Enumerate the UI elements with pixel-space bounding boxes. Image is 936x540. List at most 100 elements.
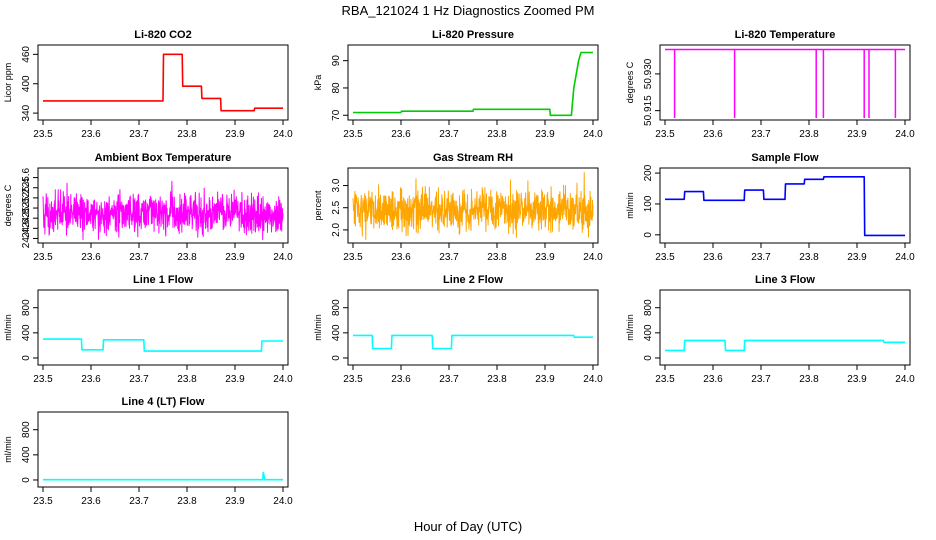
y-axis-label: degrees C: [625, 61, 635, 103]
x-tick-label: 23.8: [177, 374, 197, 385]
panel-title: Line 1 Flow: [133, 274, 193, 286]
series-line: [353, 334, 593, 350]
x-tick-label: 23.5: [655, 129, 675, 140]
panels-group: Li-820 CO2 23.5 23.6 23.7 23.8 23.9 24.0 340 400…: [3, 29, 915, 507]
y-tick-label: 0: [21, 355, 32, 361]
panel-title: Gas Stream RH: [433, 152, 513, 164]
y-tick-label: 800: [21, 299, 32, 316]
x-tick-label: 24.0: [273, 374, 293, 385]
plot-frame: [37, 411, 289, 488]
x-tick-label: 23.6: [703, 252, 723, 263]
x-tick-label: 23.6: [81, 496, 101, 507]
y-tick-label: 50.915: [643, 95, 654, 126]
plot-frame: [347, 289, 599, 366]
y-tick-label: 400: [21, 324, 32, 341]
x-tick-label: 23.6: [703, 129, 723, 140]
y-tick-label: 80: [331, 82, 342, 94]
x-tick-label: 23.8: [799, 252, 819, 263]
series-group: [665, 48, 905, 118]
y-axis-label: kPa: [313, 75, 323, 91]
plot-frame: [37, 289, 289, 366]
x-tick-label: 23.9: [225, 496, 245, 507]
x-tick-label: 23.9: [847, 252, 867, 263]
panel-10: Line 4 (LT) Flow 23.5 23.6 23.7 23.8 23.9 24.0…: [3, 396, 293, 507]
plot-frame: [659, 289, 911, 366]
x-tick-label: 23.6: [81, 252, 101, 263]
y-tick-label: 200: [643, 164, 654, 181]
y-tick-label: 24.6: [21, 218, 32, 238]
plot-frame: [347, 167, 599, 244]
y-axis-label: ml/min: [625, 314, 635, 341]
x-tick-label: 23.6: [81, 374, 101, 385]
x-tick-label: 23.6: [703, 374, 723, 385]
y-tick-label: 70: [331, 109, 342, 121]
panel-title: Line 3 Flow: [755, 274, 815, 286]
y-tick-label: 0: [643, 355, 654, 361]
x-tick-label: 23.6: [391, 374, 411, 385]
y-tick-label: 400: [643, 324, 654, 341]
x-tick-label: 23.7: [439, 374, 459, 385]
x-tick-label: 23.7: [751, 129, 771, 140]
y-tick-label: 800: [643, 299, 654, 316]
panel-3: Li-820 Temperature 23.5 23.6 23.7 23.8 23.9 24…: [625, 29, 915, 140]
y-tick-label: 100: [643, 195, 654, 212]
y-tick-label: 400: [21, 75, 32, 92]
y-axis-label: ml/min: [313, 314, 323, 341]
panel-title: Sample Flow: [751, 152, 819, 164]
x-tick-label: 23.8: [487, 374, 507, 385]
y-tick-label: 90: [331, 55, 342, 67]
panel-title: Line 4 (LT) Flow: [122, 396, 205, 408]
x-tick-label: 23.7: [439, 129, 459, 140]
x-tick-label: 24.0: [273, 129, 293, 140]
x-tick-label: 23.8: [799, 129, 819, 140]
panel-9: Line 3 Flow 23.5 23.6 23.7 23.8 23.9 24.0 0 400 8…: [625, 274, 915, 385]
x-tick-label: 23.5: [33, 129, 53, 140]
x-tick-label: 24.0: [583, 374, 603, 385]
panel-6: Sample Flow 23.5 23.6 23.7 23.8 23.9 24.0 0 100 2…: [625, 152, 915, 263]
y-axis-label: ml/min: [3, 436, 13, 463]
y-tick-label: 2.5: [331, 200, 342, 214]
y-tick-label: 340: [21, 104, 32, 121]
x-tick-label: 23.8: [799, 374, 819, 385]
y-tick-label: 24.4: [21, 228, 32, 248]
y-axis-label: degrees C: [3, 184, 13, 226]
plot-frame: [659, 167, 911, 244]
x-tick-label: 23.8: [177, 252, 197, 263]
y-tick-label: 0: [643, 232, 654, 238]
x-tick-label: 23.8: [177, 129, 197, 140]
y-tick-label: 800: [331, 299, 342, 316]
figure-x-axis-label: Hour of Day (UTC): [414, 519, 522, 534]
y-tick-label: 25.0: [21, 198, 32, 218]
x-tick-label: 23.5: [33, 374, 53, 385]
x-tick-label: 23.9: [535, 129, 555, 140]
y-tick-label: 25.4: [21, 178, 32, 198]
figure-title: RBA_121024 1 Hz Diagnostics Zoomed PM: [342, 3, 595, 18]
x-tick-label: 23.7: [129, 129, 149, 140]
panel-title: Line 2 Flow: [443, 274, 503, 286]
x-tick-label: 23.9: [225, 252, 245, 263]
y-tick-label: 0: [21, 477, 32, 483]
x-tick-label: 23.7: [751, 252, 771, 263]
plot-frame: [659, 44, 911, 121]
x-tick-label: 23.5: [33, 252, 53, 263]
panel-5: Gas Stream RH 23.5 23.6 23.7 23.8 23.9 24.0 2.0…: [313, 152, 603, 263]
series-line: [665, 176, 905, 237]
y-tick-label: 800: [21, 421, 32, 438]
x-tick-label: 23.9: [225, 374, 245, 385]
panel-title: Ambient Box Temperature: [95, 152, 232, 164]
panel-title: Li-820 Pressure: [432, 29, 514, 41]
series-line: [43, 338, 283, 352]
panel-1: Li-820 CO2 23.5 23.6 23.7 23.8 23.9 24.0 340 400…: [3, 29, 293, 140]
x-tick-label: 23.5: [343, 129, 363, 140]
series-line: [42, 180, 284, 241]
panel-4: Ambient Box Temperature 23.5 23.6 23.7 23.8 2…: [3, 152, 293, 263]
y-tick-label: 0: [331, 355, 342, 361]
y-axis-label: Licor ppm: [3, 63, 13, 103]
x-tick-label: 23.5: [655, 252, 675, 263]
x-tick-label: 24.0: [273, 496, 293, 507]
plot-frame: [347, 44, 599, 121]
x-tick-label: 24.0: [895, 252, 915, 263]
y-tick-label: 460: [21, 46, 32, 63]
x-tick-label: 23.5: [343, 252, 363, 263]
